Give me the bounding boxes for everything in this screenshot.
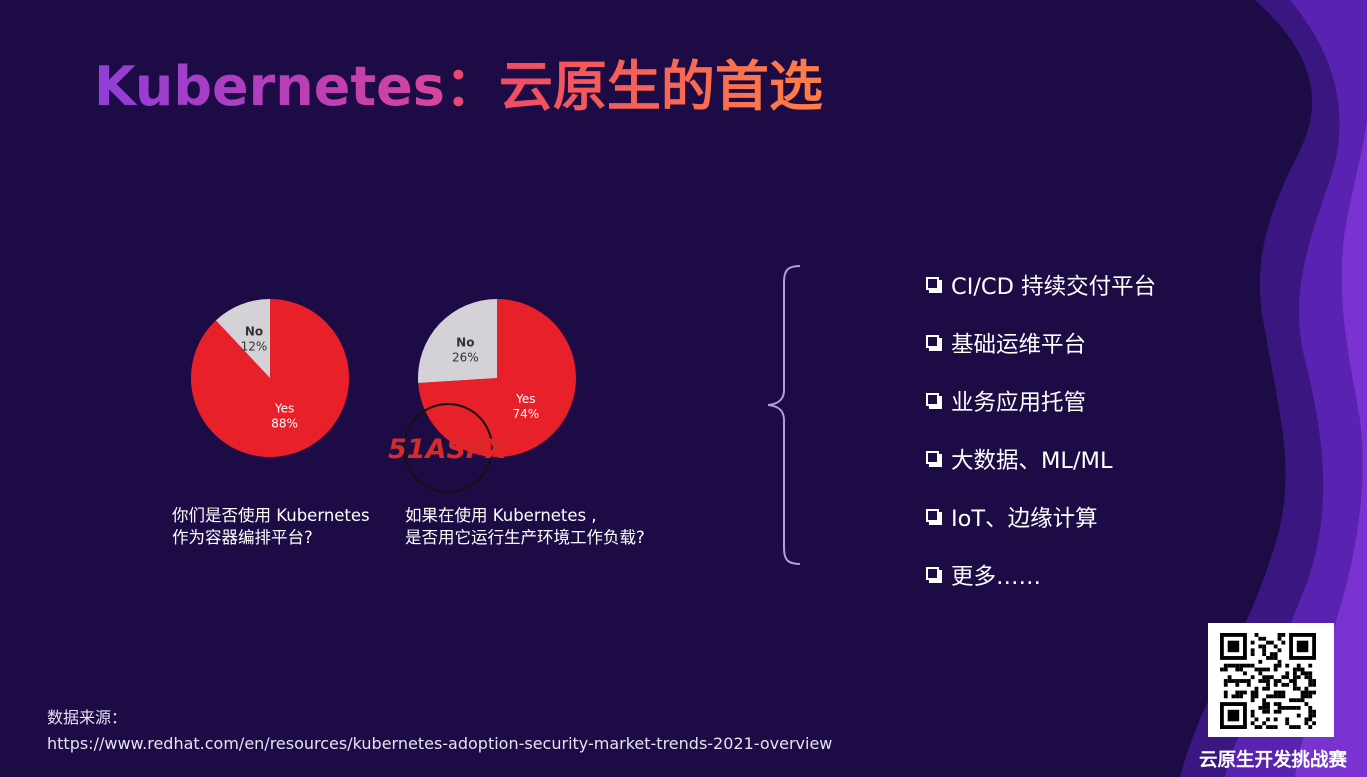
pie-slice-yes: [418, 299, 576, 457]
feature-item: 更多……: [926, 546, 1156, 604]
feature-item: 业务应用托管: [926, 372, 1156, 430]
pie-question-usage: 你们是否使用 Kubernetes 作为容器编排平台?: [172, 505, 370, 549]
question-line: 你们是否使用 Kubernetes: [172, 506, 370, 525]
pie-question-production: 如果在使用 Kubernetes , 是否用它运行生产环境工作负载?: [405, 505, 645, 549]
question-line: 作为容器编排平台?: [172, 528, 313, 547]
pie-slice-no: [418, 299, 497, 383]
feature-label: IoT、边缘计算: [951, 506, 1098, 532]
source-url[interactable]: https://www.redhat.com/en/resources/kube…: [47, 734, 833, 753]
feature-label: 更多……: [951, 564, 1042, 590]
feature-label: CI/CD 持续交付平台: [951, 274, 1157, 300]
watermark-text: 51ASPX: [388, 434, 508, 465]
feature-label: 基础运维平台: [951, 332, 1087, 358]
checkbox-icon: [926, 392, 939, 406]
question-line: 如果在使用 Kubernetes ,: [405, 506, 597, 525]
checkbox-icon: [926, 508, 939, 522]
qr-code-card[interactable]: [1208, 623, 1334, 737]
title-en: Kubernetes: [94, 55, 445, 118]
pie-label-yes: Yes: [515, 392, 535, 406]
pie-slice-no: [215, 299, 270, 378]
question-line: 是否用它运行生产环境工作负载?: [405, 528, 645, 547]
pie-value-no: 26%: [452, 350, 479, 364]
pie-label-no: No: [245, 325, 263, 339]
checkbox-icon: [926, 276, 939, 290]
qr-code-icon: [1220, 633, 1316, 729]
checkbox-icon: [926, 334, 939, 348]
checkbox-icon: [926, 450, 939, 464]
feature-item: IoT、边缘计算: [926, 488, 1156, 546]
page-title: Kubernetes：云原生的首选: [94, 52, 823, 122]
feature-list: CI/CD 持续交付平台 基础运维平台 业务应用托管 大数据、ML/ML IoT…: [926, 256, 1156, 604]
pie-label-no: No: [456, 335, 474, 349]
curly-brace: [767, 265, 801, 565]
title-zh: 云原生的首选: [498, 55, 823, 118]
feature-label: 大数据、ML/ML: [951, 448, 1113, 474]
qr-label: 云原生开发挑战赛: [1199, 750, 1348, 771]
watermark-logo: 51ASPX: [388, 403, 508, 493]
feature-label: 业务应用托管: [951, 390, 1087, 416]
feature-item: 大数据、ML/ML: [926, 430, 1156, 488]
pie-value-yes: 88%: [271, 417, 298, 431]
source-label: 数据来源：: [47, 708, 128, 727]
checkbox-icon: [926, 566, 939, 580]
pie-label-yes: Yes: [274, 402, 294, 416]
title-separator: ：: [444, 55, 499, 118]
feature-item: 基础运维平台: [926, 314, 1156, 372]
pie-value-no: 12%: [241, 340, 268, 354]
feature-item: CI/CD 持续交付平台: [926, 256, 1156, 314]
pie-value-yes: 74%: [512, 407, 539, 421]
